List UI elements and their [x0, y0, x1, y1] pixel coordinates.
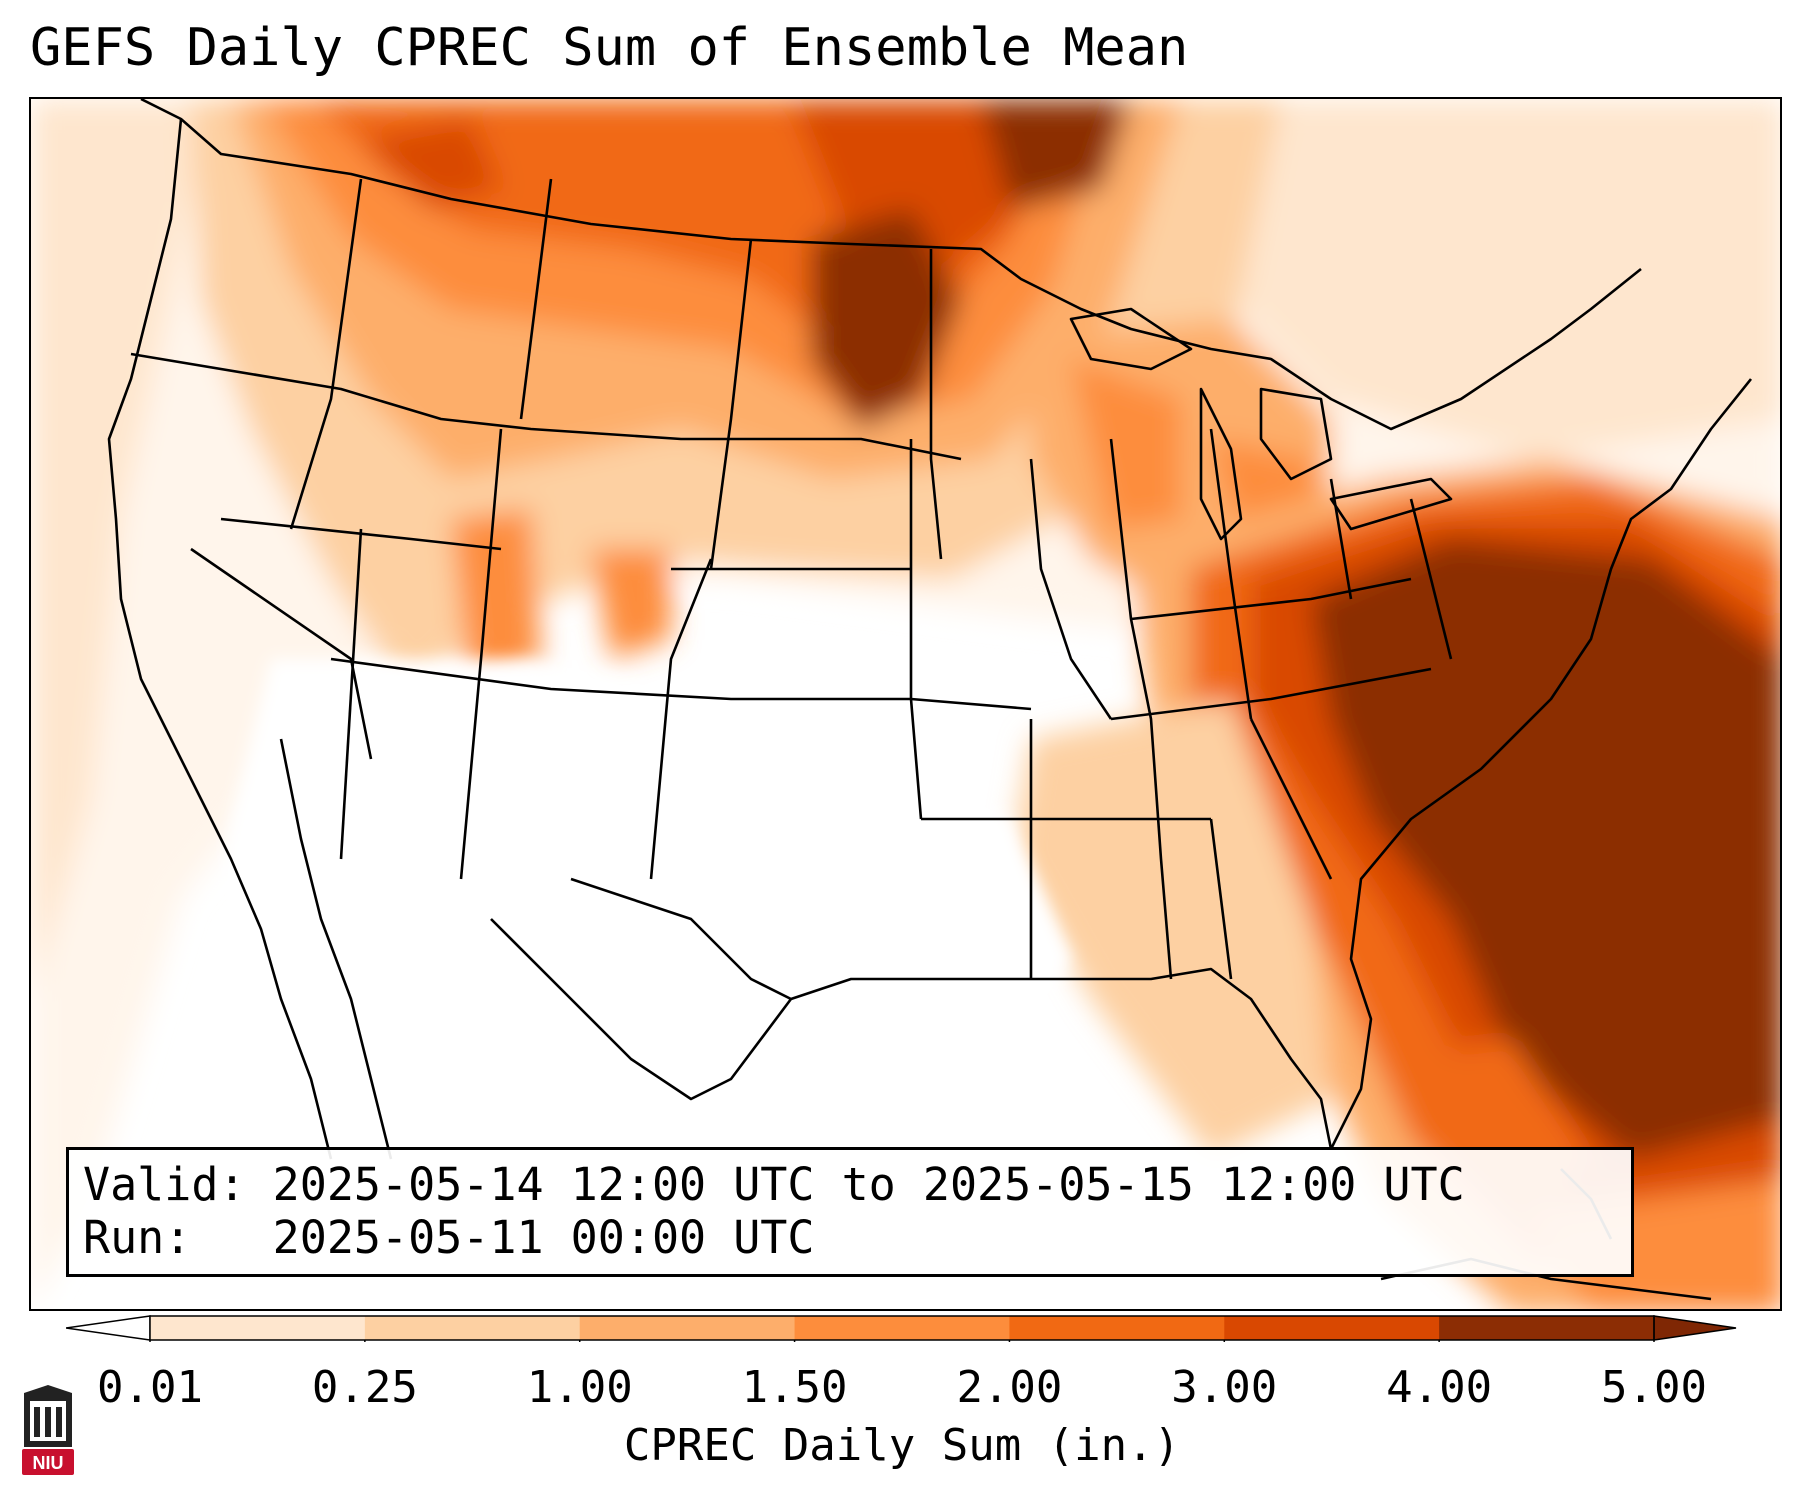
info-box: Valid: 2025-05-14 12:00 UTC to 2025-05-1…: [66, 1147, 1634, 1277]
colorbar-tick-label: 0.01: [97, 1362, 203, 1413]
colorbar-over-triangle: [1653, 1315, 1737, 1341]
colorbar-tick-label: 5.00: [1601, 1362, 1707, 1413]
colorbar-tick-label: 3.00: [1171, 1362, 1278, 1413]
valid-time: Valid: 2025-05-14 12:00 UTC to 2025-05-1…: [83, 1158, 1465, 1211]
colorbar-tick-label: 1.50: [741, 1362, 848, 1413]
logo-text: NIU: [33, 1453, 64, 1473]
precip-field: [31, 99, 1780, 1309]
niu-logo: NIU: [22, 1385, 74, 1475]
colorbar-ticks: [149, 1340, 1655, 1342]
colorbar-label: CPREC Daily Sum (in.): [623, 1420, 1181, 1471]
colorbar-tick-label: 0.25: [311, 1362, 418, 1413]
colorbar-segment: [1224, 1316, 1440, 1340]
run-time: Run: 2025-05-11 00:00 UTC: [83, 1211, 815, 1264]
colorbar-segment: [1439, 1316, 1655, 1340]
precipitation-map: [29, 97, 1782, 1311]
colorbar-under-triangle: [66, 1315, 151, 1341]
colorbar-tick-label: 2.00: [956, 1362, 1063, 1413]
map-canvas: [31, 99, 1780, 1309]
colorbar-segment: [1009, 1316, 1225, 1340]
colorbar: [66, 1315, 1737, 1342]
colorbar-segment: [579, 1316, 796, 1340]
colorbar-segment: [364, 1316, 581, 1340]
boundaries: [107, 99, 1753, 1301]
colorbar-segments: [150, 1316, 1655, 1340]
colorbar-tick-label: 4.00: [1386, 1362, 1493, 1413]
colorbar-segment: [794, 1316, 1010, 1340]
map-title: GEFS Daily CPREC Sum of Ensemble Mean: [30, 18, 1189, 78]
colorbar-segment: [150, 1316, 366, 1340]
colorbar-tick-label: 1.00: [526, 1362, 633, 1413]
colorbar-outline: [149, 1315, 1655, 1341]
